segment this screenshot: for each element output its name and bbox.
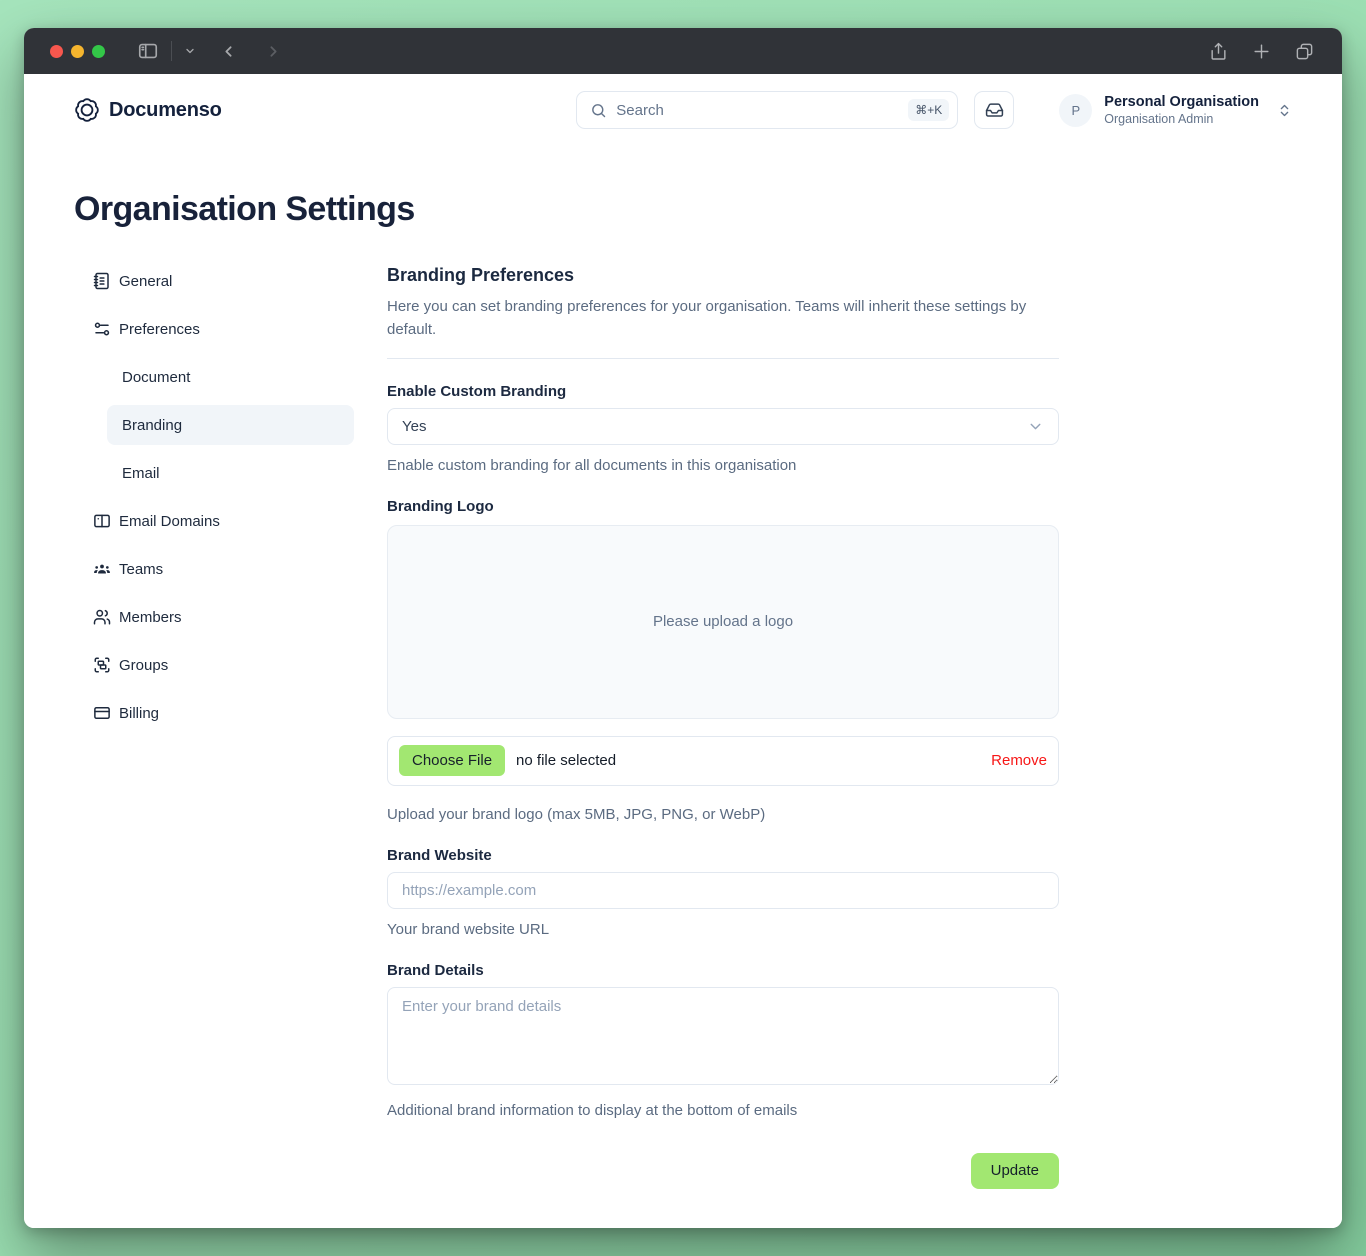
sidebar-item-general[interactable]: General [74, 261, 354, 301]
sidebar-item-members[interactable]: Members [74, 597, 354, 637]
account-name: Personal Organisation [1104, 93, 1259, 110]
chevrons-up-down-icon [1280, 104, 1289, 116]
tabs-icon [1296, 43, 1313, 59]
users-icon [93, 608, 111, 626]
tab-overview-chevron-button[interactable] [182, 43, 198, 59]
enable-custom-branding-label: Enable Custom Branding [387, 382, 567, 400]
share-button[interactable] [1207, 40, 1230, 63]
branding-preferences-panel: Branding Preferences Here you can set br… [387, 261, 1059, 1189]
update-button[interactable]: Update [970, 1152, 1059, 1189]
inbox-button[interactable] [974, 91, 1015, 129]
browser-window: Documenso Search ⌘+K P Personal Organisa… [24, 28, 1342, 1228]
documenso-logo-icon [75, 98, 99, 122]
file-status-text: no file selected [516, 752, 617, 769]
brand-website-input[interactable] [387, 871, 1059, 909]
account-menu[interactable]: P Personal Organisation Organisation Adm… [1059, 93, 1292, 127]
enable-custom-branding-select[interactable]: Yes [387, 407, 1059, 445]
choose-file-button[interactable]: Choose File [399, 745, 506, 776]
branding-logo-dropzone[interactable]: Please upload a logo [387, 524, 1059, 719]
sidebar-item-label: Email [122, 464, 160, 482]
sidebar-item-label: Branding [122, 416, 183, 434]
search-icon [592, 103, 606, 117]
logo-file-input-row: Choose File no file selected Remove [387, 735, 1059, 786]
branding-logo-helper: Upload your brand logo (max 5MB, JPG, PN… [387, 805, 766, 823]
remove-logo-button[interactable]: Remove [991, 752, 1047, 769]
sidebar-item-label: Members [119, 608, 182, 626]
chevron-down-icon [186, 48, 194, 54]
page-title: Organisation Settings [74, 190, 415, 228]
chevron-left-icon [225, 45, 232, 57]
brand-website-helper: Your brand website URL [387, 920, 550, 938]
back-button[interactable] [218, 41, 239, 62]
teams-icon [93, 560, 111, 578]
sidebar-item-email-domains[interactable]: Email Domains [74, 501, 354, 541]
sidebar-item-label: Groups [119, 656, 169, 674]
brand-details-helper: Additional brand information to display … [387, 1101, 798, 1119]
sidebar-item-label: Email Domains [119, 512, 220, 530]
sidebar-item-billing[interactable]: Billing [74, 693, 354, 733]
sidebar-item-preferences[interactable]: Preferences [74, 309, 354, 349]
select-value: Yes [402, 417, 427, 435]
search-placeholder: Search [616, 101, 664, 119]
enable-custom-branding-helper: Enable custom branding for all documents… [387, 456, 797, 474]
minimize-window-button[interactable] [71, 44, 84, 58]
new-tab-button[interactable] [1250, 40, 1273, 63]
section-divider [387, 357, 1059, 359]
brand-details-textarea[interactable] [387, 986, 1059, 1085]
sidebar-item-teams[interactable]: Teams [74, 549, 354, 589]
titlebar-separator [171, 41, 172, 61]
share-icon [1211, 42, 1226, 60]
search-shortcut-badge: ⌘+K [908, 99, 950, 121]
brand-name: Documenso [109, 98, 222, 121]
inbox-icon [985, 102, 1003, 117]
forward-button[interactable] [263, 41, 284, 62]
branding-logo-label: Branding Logo [387, 497, 494, 515]
sliders-icon [93, 320, 111, 338]
sidebar-item-label: Preferences [119, 320, 200, 338]
settings-nav: General Preferences Document Branding Em… [74, 261, 354, 1189]
section-description: Here you can set branding preferences fo… [387, 298, 1027, 339]
brand-details-label: Brand Details [387, 961, 484, 979]
sidebar-toggle-button[interactable] [135, 38, 161, 64]
app-content: Documenso Search ⌘+K P Personal Organisa… [24, 74, 1342, 1228]
section-title: Branding Preferences [387, 265, 575, 285]
window-controls [50, 44, 105, 58]
browser-titlebar [24, 28, 1342, 74]
account-role: Organisation Admin [1104, 111, 1214, 126]
chevron-right-icon [270, 45, 277, 57]
zoom-window-button[interactable] [92, 44, 105, 58]
sidebar-item-label: Billing [119, 704, 160, 722]
plus-icon [1254, 43, 1269, 59]
brand-website-label: Brand Website [387, 846, 492, 864]
sidebar-item-branding[interactable]: Branding [107, 405, 354, 445]
sidebar-toggle-icon [138, 43, 158, 59]
close-window-button[interactable] [50, 44, 63, 58]
tab-overview-button[interactable] [1293, 40, 1316, 63]
notebook-icon [93, 272, 111, 290]
sidebar-item-email[interactable]: Email [107, 453, 354, 493]
group-frame-icon [93, 656, 111, 674]
avatar: P [1059, 93, 1093, 127]
sidebar-item-groups[interactable]: Groups [74, 645, 354, 685]
sidebar-item-label: Teams [119, 560, 164, 578]
app-header: Documenso Search ⌘+K P Personal Organisa… [74, 74, 1292, 146]
logo-empty-text: Please upload a logo [652, 613, 794, 630]
sidebar-item-label: General [119, 272, 173, 290]
chevron-down-icon [1030, 423, 1041, 429]
brand-logo[interactable]: Documenso [74, 97, 222, 123]
search-input[interactable]: Search ⌘+K [576, 91, 959, 129]
sidebar-item-label: Document [122, 368, 191, 386]
sidebar-item-document[interactable]: Document [107, 357, 354, 397]
domain-card-icon [93, 512, 111, 530]
credit-card-icon [93, 704, 111, 722]
